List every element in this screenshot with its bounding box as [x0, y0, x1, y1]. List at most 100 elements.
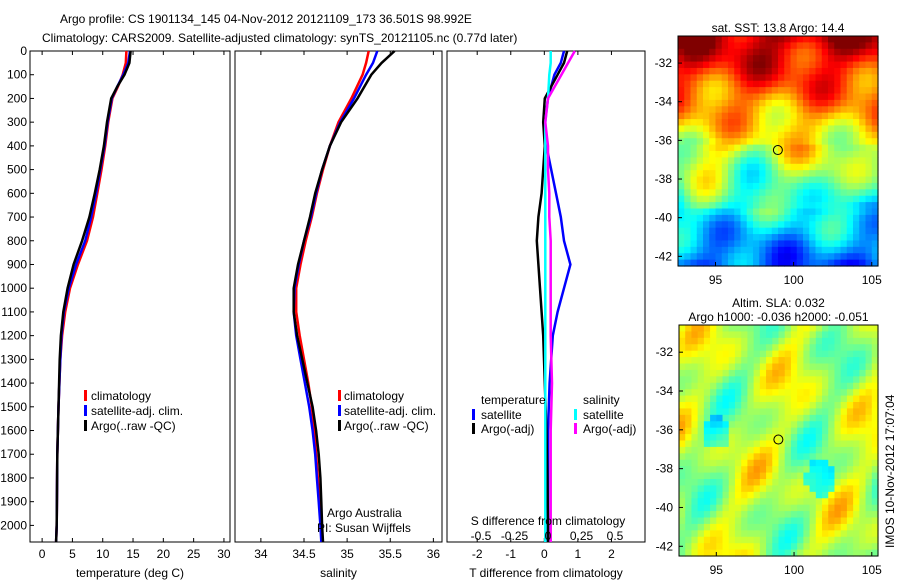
map-cell: [771, 138, 779, 146]
map-cell: [809, 67, 817, 75]
map-cell: [716, 530, 724, 538]
map-cell: [765, 189, 773, 197]
map-cell: [766, 446, 773, 454]
map-cell: [728, 36, 735, 43]
map-cell: [821, 253, 829, 261]
map-cell: [840, 240, 848, 248]
map-cell: [741, 325, 749, 333]
map-cell: [859, 523, 867, 531]
map-cell: [715, 144, 723, 152]
map-cell: [809, 74, 817, 82]
map-cell: [722, 408, 730, 416]
map-cell: [721, 208, 729, 216]
map-cell: [803, 382, 811, 390]
map-cell: [797, 331, 804, 339]
map-cell: [765, 246, 773, 254]
map-cell: [834, 189, 842, 197]
map-cell: [721, 119, 729, 127]
map-cell: [728, 434, 736, 442]
map-cell: [859, 112, 867, 120]
map-cell: [859, 253, 867, 261]
map-cell: [690, 87, 698, 95]
map-cell: [753, 93, 760, 101]
map-cell: [815, 214, 823, 222]
map-cell: [790, 221, 798, 229]
map-cell: [853, 119, 860, 127]
map-cell: [721, 195, 729, 203]
map-cell: [784, 74, 792, 82]
y-tick-label: -40: [655, 211, 673, 225]
map-cell: [809, 246, 817, 254]
map-cell: [703, 170, 710, 178]
map-cell: [803, 93, 810, 101]
map-cell: [828, 427, 836, 435]
map-cell: [796, 195, 804, 203]
map-cell: [697, 498, 705, 506]
map-cell: [797, 549, 804, 557]
map-cell: [697, 523, 705, 531]
map-cell: [865, 389, 873, 397]
map-cell: [865, 227, 873, 235]
map-cell: [865, 151, 873, 158]
map-cell: [703, 202, 710, 210]
map-cell: [740, 80, 748, 88]
map-cell: [716, 434, 724, 442]
x-tick-label: 0: [541, 547, 548, 561]
map-cell: [753, 421, 761, 429]
map-cell: [865, 511, 873, 519]
map-cell: [840, 466, 848, 474]
map-cell: [759, 446, 767, 454]
map-cell: [721, 131, 729, 139]
map-cell: [821, 119, 829, 127]
map-cell: [772, 389, 780, 397]
map-cell: [828, 157, 835, 165]
map-cell: [697, 427, 705, 435]
map-cell: [834, 246, 842, 254]
map-cell: [803, 517, 811, 525]
map-cell: [865, 259, 873, 267]
map-cell: [753, 402, 761, 410]
map-cell: [828, 344, 836, 352]
map-cell: [803, 182, 810, 190]
map-cell: [734, 202, 742, 210]
map-cell: [691, 408, 699, 416]
map-cell: [840, 402, 848, 410]
map-cell: [771, 144, 779, 152]
map-cell: [734, 74, 742, 82]
map-cell: [865, 144, 873, 152]
map-cell: [715, 202, 723, 210]
map-cell: [765, 202, 773, 210]
map-cell: [784, 99, 792, 107]
map-cell: [722, 485, 730, 493]
map-cell: [741, 459, 749, 467]
map-cell: [784, 485, 792, 493]
map-cell: [815, 337, 823, 345]
map-cell: [796, 144, 804, 152]
map-cell: [796, 151, 804, 158]
map-cell: [828, 214, 835, 222]
map-cell: [679, 536, 686, 544]
map-cell: [821, 74, 829, 82]
map-cell: [815, 504, 823, 512]
map-cell: [865, 246, 873, 254]
map-cell: [796, 208, 804, 216]
map-cell: [696, 240, 704, 248]
map-cell: [815, 389, 823, 397]
map-cell: [859, 80, 867, 88]
map-cell: [859, 144, 867, 152]
map-cell: [834, 74, 842, 82]
map-cell: [685, 344, 693, 352]
map-cell: [853, 491, 860, 499]
map-cell: [840, 227, 848, 235]
map-cell: [846, 240, 854, 248]
map-cell: [828, 163, 835, 171]
map-cell: [728, 176, 735, 184]
map-cell: [684, 246, 692, 254]
map-cell: [697, 504, 705, 512]
map-cell: [871, 498, 879, 506]
map-cell: [803, 99, 810, 107]
map-cell: [734, 549, 742, 557]
map-cell: [809, 325, 817, 333]
map-cell: [840, 195, 848, 203]
map-cell: [722, 453, 730, 461]
